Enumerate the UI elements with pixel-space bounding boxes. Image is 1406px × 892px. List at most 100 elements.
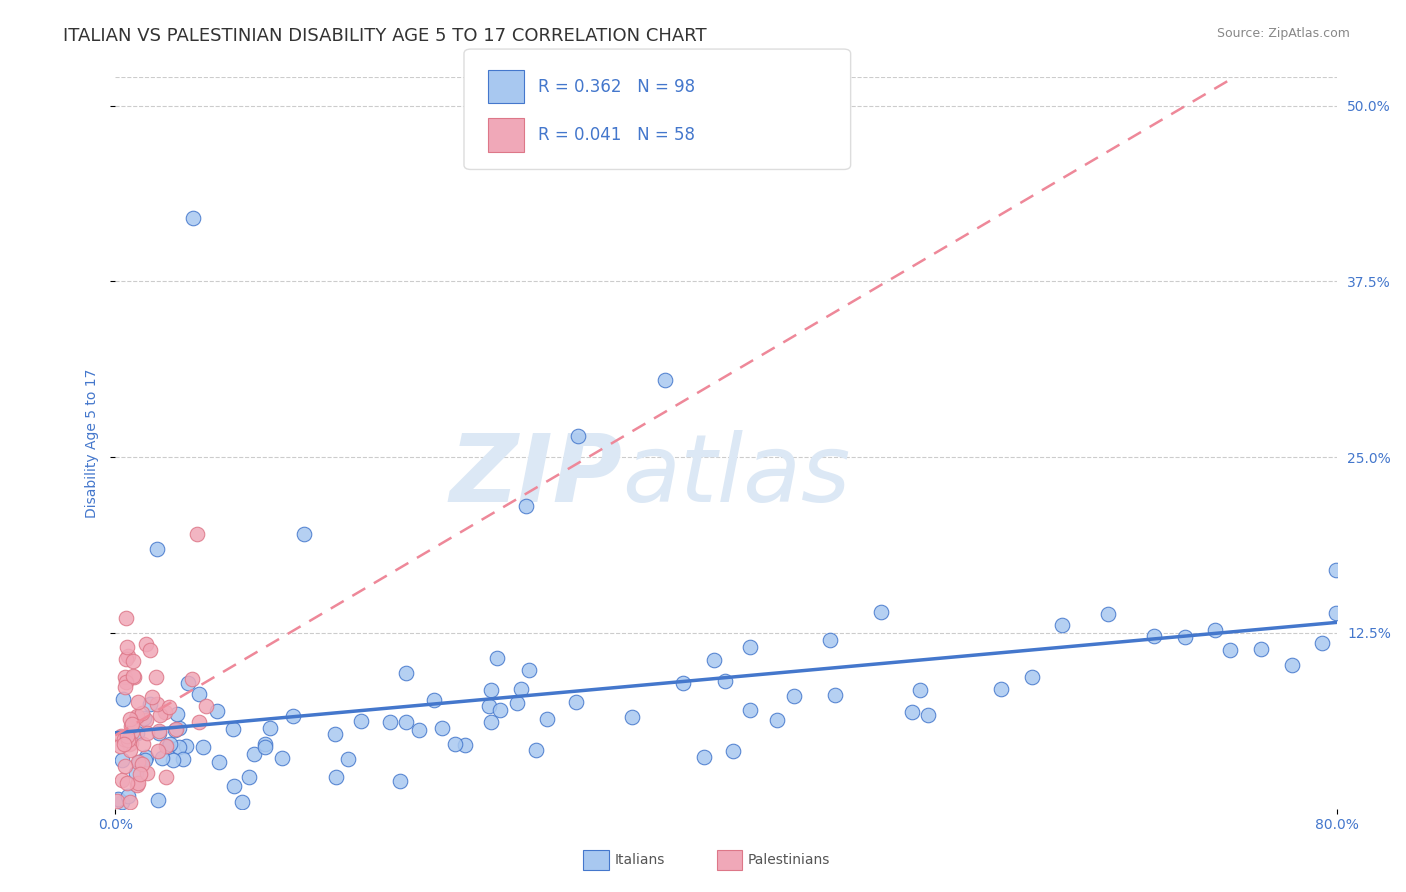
Point: [115, 640, 138, 655]
Point: [194, 699, 217, 714]
Point: [146, 541, 169, 556]
Point: [149, 707, 172, 722]
Point: [485, 651, 508, 665]
Point: [105, 794, 128, 808]
Point: [112, 737, 135, 751]
Point: [917, 707, 939, 722]
Text: atlas: atlas: [623, 431, 851, 522]
Point: [509, 682, 531, 697]
Point: [125, 766, 148, 780]
Point: [128, 767, 150, 781]
Point: [165, 722, 187, 736]
Point: [620, 710, 643, 724]
Point: [181, 211, 204, 225]
Point: [423, 693, 446, 707]
Point: [870, 606, 893, 620]
Point: [222, 722, 245, 736]
Point: [121, 716, 143, 731]
Point: [115, 730, 138, 744]
Point: [567, 429, 589, 443]
Point: [114, 758, 136, 772]
Point: [157, 700, 180, 714]
Point: [721, 744, 744, 758]
Point: [111, 795, 134, 809]
Point: [1052, 618, 1074, 632]
Point: [139, 643, 162, 657]
Point: [131, 706, 153, 721]
Point: [128, 755, 150, 769]
Point: [1324, 563, 1347, 577]
Text: Italians: Italians: [614, 853, 665, 867]
Y-axis label: Disability Age 5 to 17: Disability Age 5 to 17: [86, 368, 100, 517]
Point: [157, 739, 180, 754]
Point: [479, 683, 502, 698]
Point: [108, 739, 131, 753]
Point: [118, 795, 141, 809]
Point: [122, 669, 145, 683]
Point: [738, 703, 761, 717]
Point: [127, 726, 149, 740]
Point: [122, 654, 145, 668]
Point: [117, 733, 139, 747]
Point: [1174, 630, 1197, 644]
Point: [479, 714, 502, 729]
Point: [117, 648, 139, 663]
Point: [125, 778, 148, 792]
Point: [120, 712, 142, 726]
Point: [134, 753, 156, 767]
Text: ITALIAN VS PALESTINIAN DISABILITY AGE 5 TO 17 CORRELATION CHART: ITALIAN VS PALESTINIAN DISABILITY AGE 5 …: [63, 27, 707, 45]
Point: [114, 681, 136, 695]
Point: [120, 719, 142, 733]
Point: [408, 723, 430, 738]
Point: [118, 737, 141, 751]
Point: [146, 792, 169, 806]
Point: [167, 721, 190, 735]
Point: [167, 739, 190, 754]
Point: [388, 774, 411, 789]
Point: [824, 689, 846, 703]
Point: [1219, 643, 1241, 657]
Point: [145, 670, 167, 684]
Point: [515, 500, 537, 514]
Point: [536, 712, 558, 726]
Point: [155, 739, 177, 753]
Point: [120, 736, 142, 750]
Point: [349, 714, 371, 729]
Point: [243, 747, 266, 761]
Point: [253, 737, 276, 751]
Point: [990, 682, 1012, 697]
Point: [127, 755, 149, 769]
Text: ZIP: ZIP: [450, 430, 623, 522]
Point: [254, 740, 277, 755]
Point: [132, 711, 155, 725]
Point: [107, 792, 129, 806]
Point: [444, 738, 467, 752]
Point: [1143, 629, 1166, 643]
Point: [517, 663, 540, 677]
Point: [115, 776, 138, 790]
Point: [1310, 636, 1333, 650]
Point: [110, 753, 132, 767]
Point: [565, 695, 588, 709]
Point: [818, 633, 841, 648]
Point: [1250, 642, 1272, 657]
Point: [1281, 658, 1303, 673]
Point: [111, 772, 134, 787]
Point: [908, 682, 931, 697]
Point: [193, 740, 215, 755]
Point: [135, 750, 157, 764]
Text: R = 0.362   N = 98: R = 0.362 N = 98: [538, 78, 696, 95]
Point: [783, 689, 806, 703]
Point: [174, 739, 197, 753]
Point: [395, 715, 418, 730]
Point: [224, 779, 246, 793]
Point: [180, 673, 202, 687]
Point: [177, 676, 200, 690]
Point: [125, 711, 148, 725]
Point: [127, 775, 149, 789]
Point: [901, 705, 924, 719]
Point: [188, 715, 211, 730]
Point: [120, 743, 142, 757]
Point: [159, 737, 181, 751]
Point: [135, 713, 157, 727]
